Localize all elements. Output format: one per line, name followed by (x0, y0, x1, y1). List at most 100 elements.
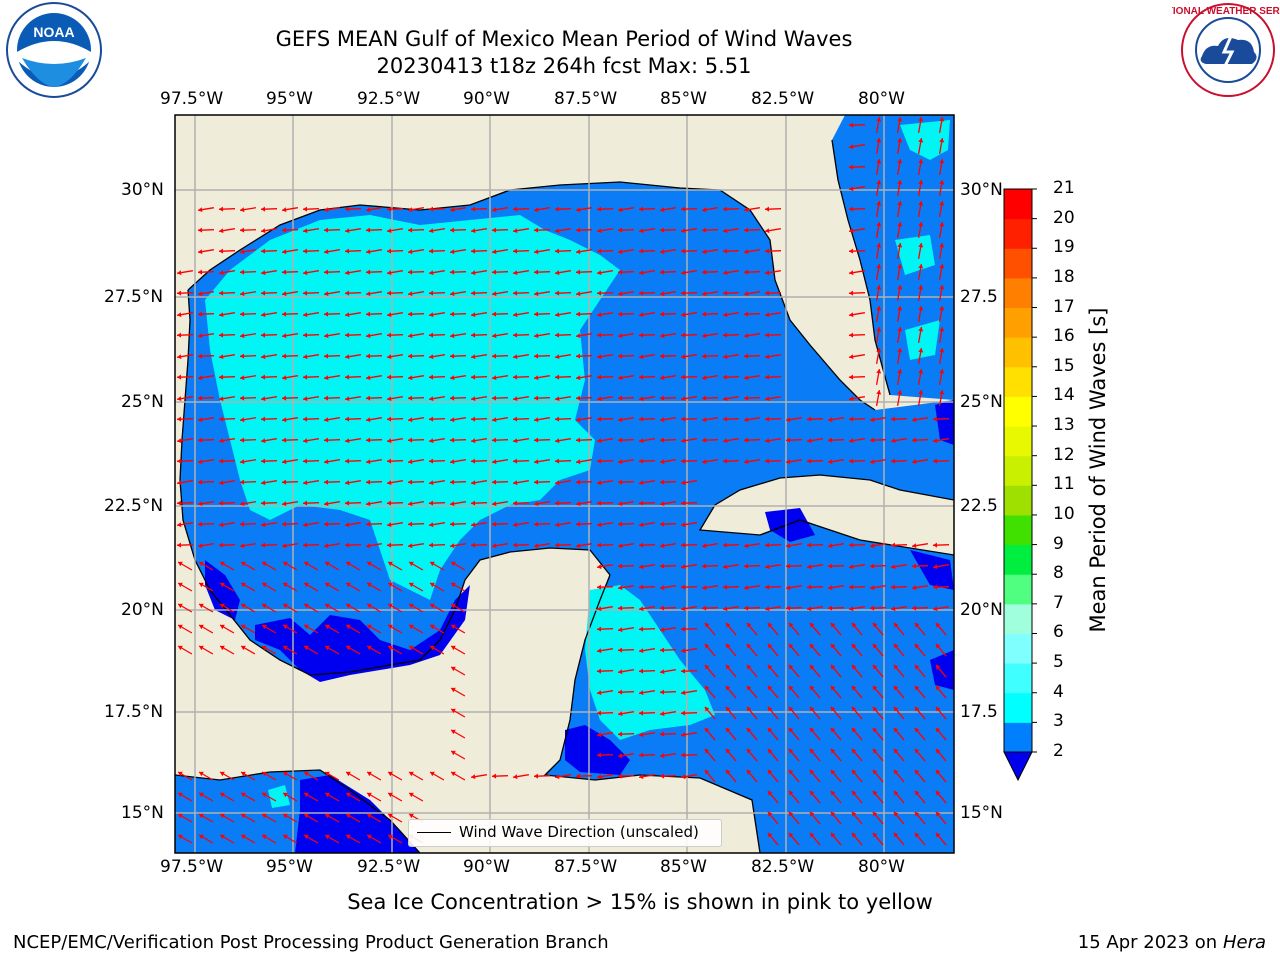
wave-direction-arrowhead (451, 561, 456, 567)
wave-direction-arrowhead (830, 643, 836, 649)
wave-direction-arrowhead (939, 264, 945, 269)
lon-label: 87.5°W (554, 89, 618, 109)
wave-direction-arrowhead (388, 792, 393, 798)
wave-direction-arrowhead (450, 269, 455, 275)
wave-direction-arrowhead (897, 369, 903, 374)
wave-direction-arrowhead (409, 792, 414, 798)
wave-direction-arrowhead (597, 584, 602, 590)
wave-direction-arrowhead (219, 500, 224, 506)
wave-direction-arrowhead (849, 122, 854, 128)
wave-direction-arrowhead (450, 417, 455, 423)
wave-direction-arrowhead (345, 458, 350, 464)
wave-direction-arrowhead (723, 584, 728, 590)
wave-direction-arrowhead (177, 416, 182, 422)
wave-direction-arrowhead (912, 459, 917, 465)
wave-direction-arrowhead (702, 353, 707, 359)
wave-direction-arrowhead (744, 437, 749, 443)
wave-direction-arrowhead (723, 416, 728, 422)
wave-direction-arrowhead (618, 669, 623, 675)
wave-direction-arrowhead (576, 395, 581, 401)
wave-direction-arrowhead (240, 437, 245, 443)
wave-direction-arrowhead (786, 437, 791, 443)
wave-direction-arrowhead (555, 458, 560, 464)
colorbar-tick-label: 21 (1053, 178, 1075, 198)
wave-direction-arrowhead (366, 459, 371, 465)
wave-direction-arrowhead (723, 396, 728, 402)
wave-direction-arrowhead (744, 459, 749, 465)
wave-direction-arrowhead (471, 416, 476, 422)
wave-direction-arrowhead (346, 792, 351, 798)
wave-direction-arrowhead (304, 582, 309, 588)
wave-direction-arrowhead (241, 624, 246, 630)
wave-direction-arrowhead (660, 353, 665, 359)
wave-direction-arrowhead (513, 290, 518, 296)
wave-direction-arrowhead (240, 207, 245, 213)
wave-direction-arrowhead (786, 605, 791, 611)
wave-direction-arrowhead (912, 437, 917, 443)
wave-direction-arrowhead (704, 622, 710, 628)
wave-direction-arrowhead (918, 348, 924, 353)
wave-direction-arrowhead (914, 811, 920, 817)
wave-direction-arrowhead (388, 561, 393, 567)
lat-label: 20°N (960, 600, 1003, 620)
wave-direction-arrowhead (555, 354, 560, 360)
wave-direction-arrowhead (893, 832, 899, 838)
wave-direction-arrowhead (324, 479, 329, 485)
wave-direction-arrowhead (744, 375, 749, 381)
wave-direction-arrowhead (366, 311, 371, 317)
wave-direction-arrowhead (849, 416, 854, 422)
wave-direction-arrowhead (912, 563, 917, 569)
wave-direction-arrowhead (767, 748, 773, 754)
wave-direction-arrowhead (723, 374, 728, 380)
wave-direction-arrowhead (935, 664, 941, 670)
wave-direction-arrowhead (240, 227, 245, 233)
wave-direction-arrowhead (219, 480, 224, 486)
wave-direction-arrowhead (303, 354, 308, 360)
wave-direction-arrowhead (851, 790, 857, 796)
wave-direction-arrowhead (872, 769, 878, 775)
wave-direction-arrowhead (702, 585, 707, 591)
wave-direction-arrowhead (219, 374, 224, 380)
wave-direction-arrowhead (219, 270, 224, 276)
wave-direction-arrowhead (178, 771, 183, 777)
wave-direction-arrowhead (387, 248, 392, 254)
wave-direction-arrowhead (618, 647, 623, 653)
low-period-region (205, 560, 240, 620)
colorbar-tick-label: 2 (1053, 741, 1064, 761)
wave-direction-arrowhead (681, 480, 686, 486)
wave-direction-arrowhead (198, 353, 203, 359)
wave-direction-arrowhead (767, 790, 773, 796)
date-text: 15 Apr 2023 on (1077, 932, 1223, 953)
wave-direction-arrowhead (450, 311, 455, 317)
lon-label: 82.5°W (751, 89, 815, 109)
wave-direction-arrowhead (177, 522, 182, 528)
wave-direction-arrowhead (471, 248, 476, 254)
ice-note: Sea Ice Concentration > 15% is shown in … (347, 890, 933, 914)
wave-direction-arrowhead (597, 732, 602, 738)
wave-direction-arrowhead (849, 186, 854, 192)
wave-direction-arrowhead (261, 290, 266, 296)
wave-direction-arrowhead (746, 622, 752, 628)
wave-direction-arrowhead (660, 291, 665, 297)
wave-direction-arrowhead (325, 813, 330, 819)
wave-direction-arrowhead (576, 311, 581, 317)
wave-direction-arrowhead (897, 117, 903, 122)
wave-direction-arrowhead (534, 375, 539, 381)
wave-direction-arrowhead (283, 813, 288, 819)
wave-direction-arrowhead (198, 437, 203, 443)
wave-direction-arrowhead (576, 501, 581, 507)
wave-direction-arrowhead (492, 395, 497, 401)
wave-direction-arrowhead (725, 769, 731, 775)
wave-direction-arrowhead (639, 354, 644, 360)
wave-direction-arrowhead (872, 685, 878, 691)
wave-direction-arrowhead (723, 354, 728, 360)
colorbar-tick-label: 13 (1053, 415, 1075, 436)
wave-direction-arrowhead (451, 582, 456, 588)
wave-direction-arrowhead (304, 561, 309, 567)
wave-direction-arrowhead (618, 417, 623, 423)
wave-direction-arrowhead (304, 771, 309, 777)
wave-direction-arrowhead (870, 563, 875, 569)
wave-direction-arrowhead (534, 395, 539, 401)
wave-direction-arrowhead (618, 207, 623, 213)
wave-direction-arrowhead (198, 501, 203, 507)
